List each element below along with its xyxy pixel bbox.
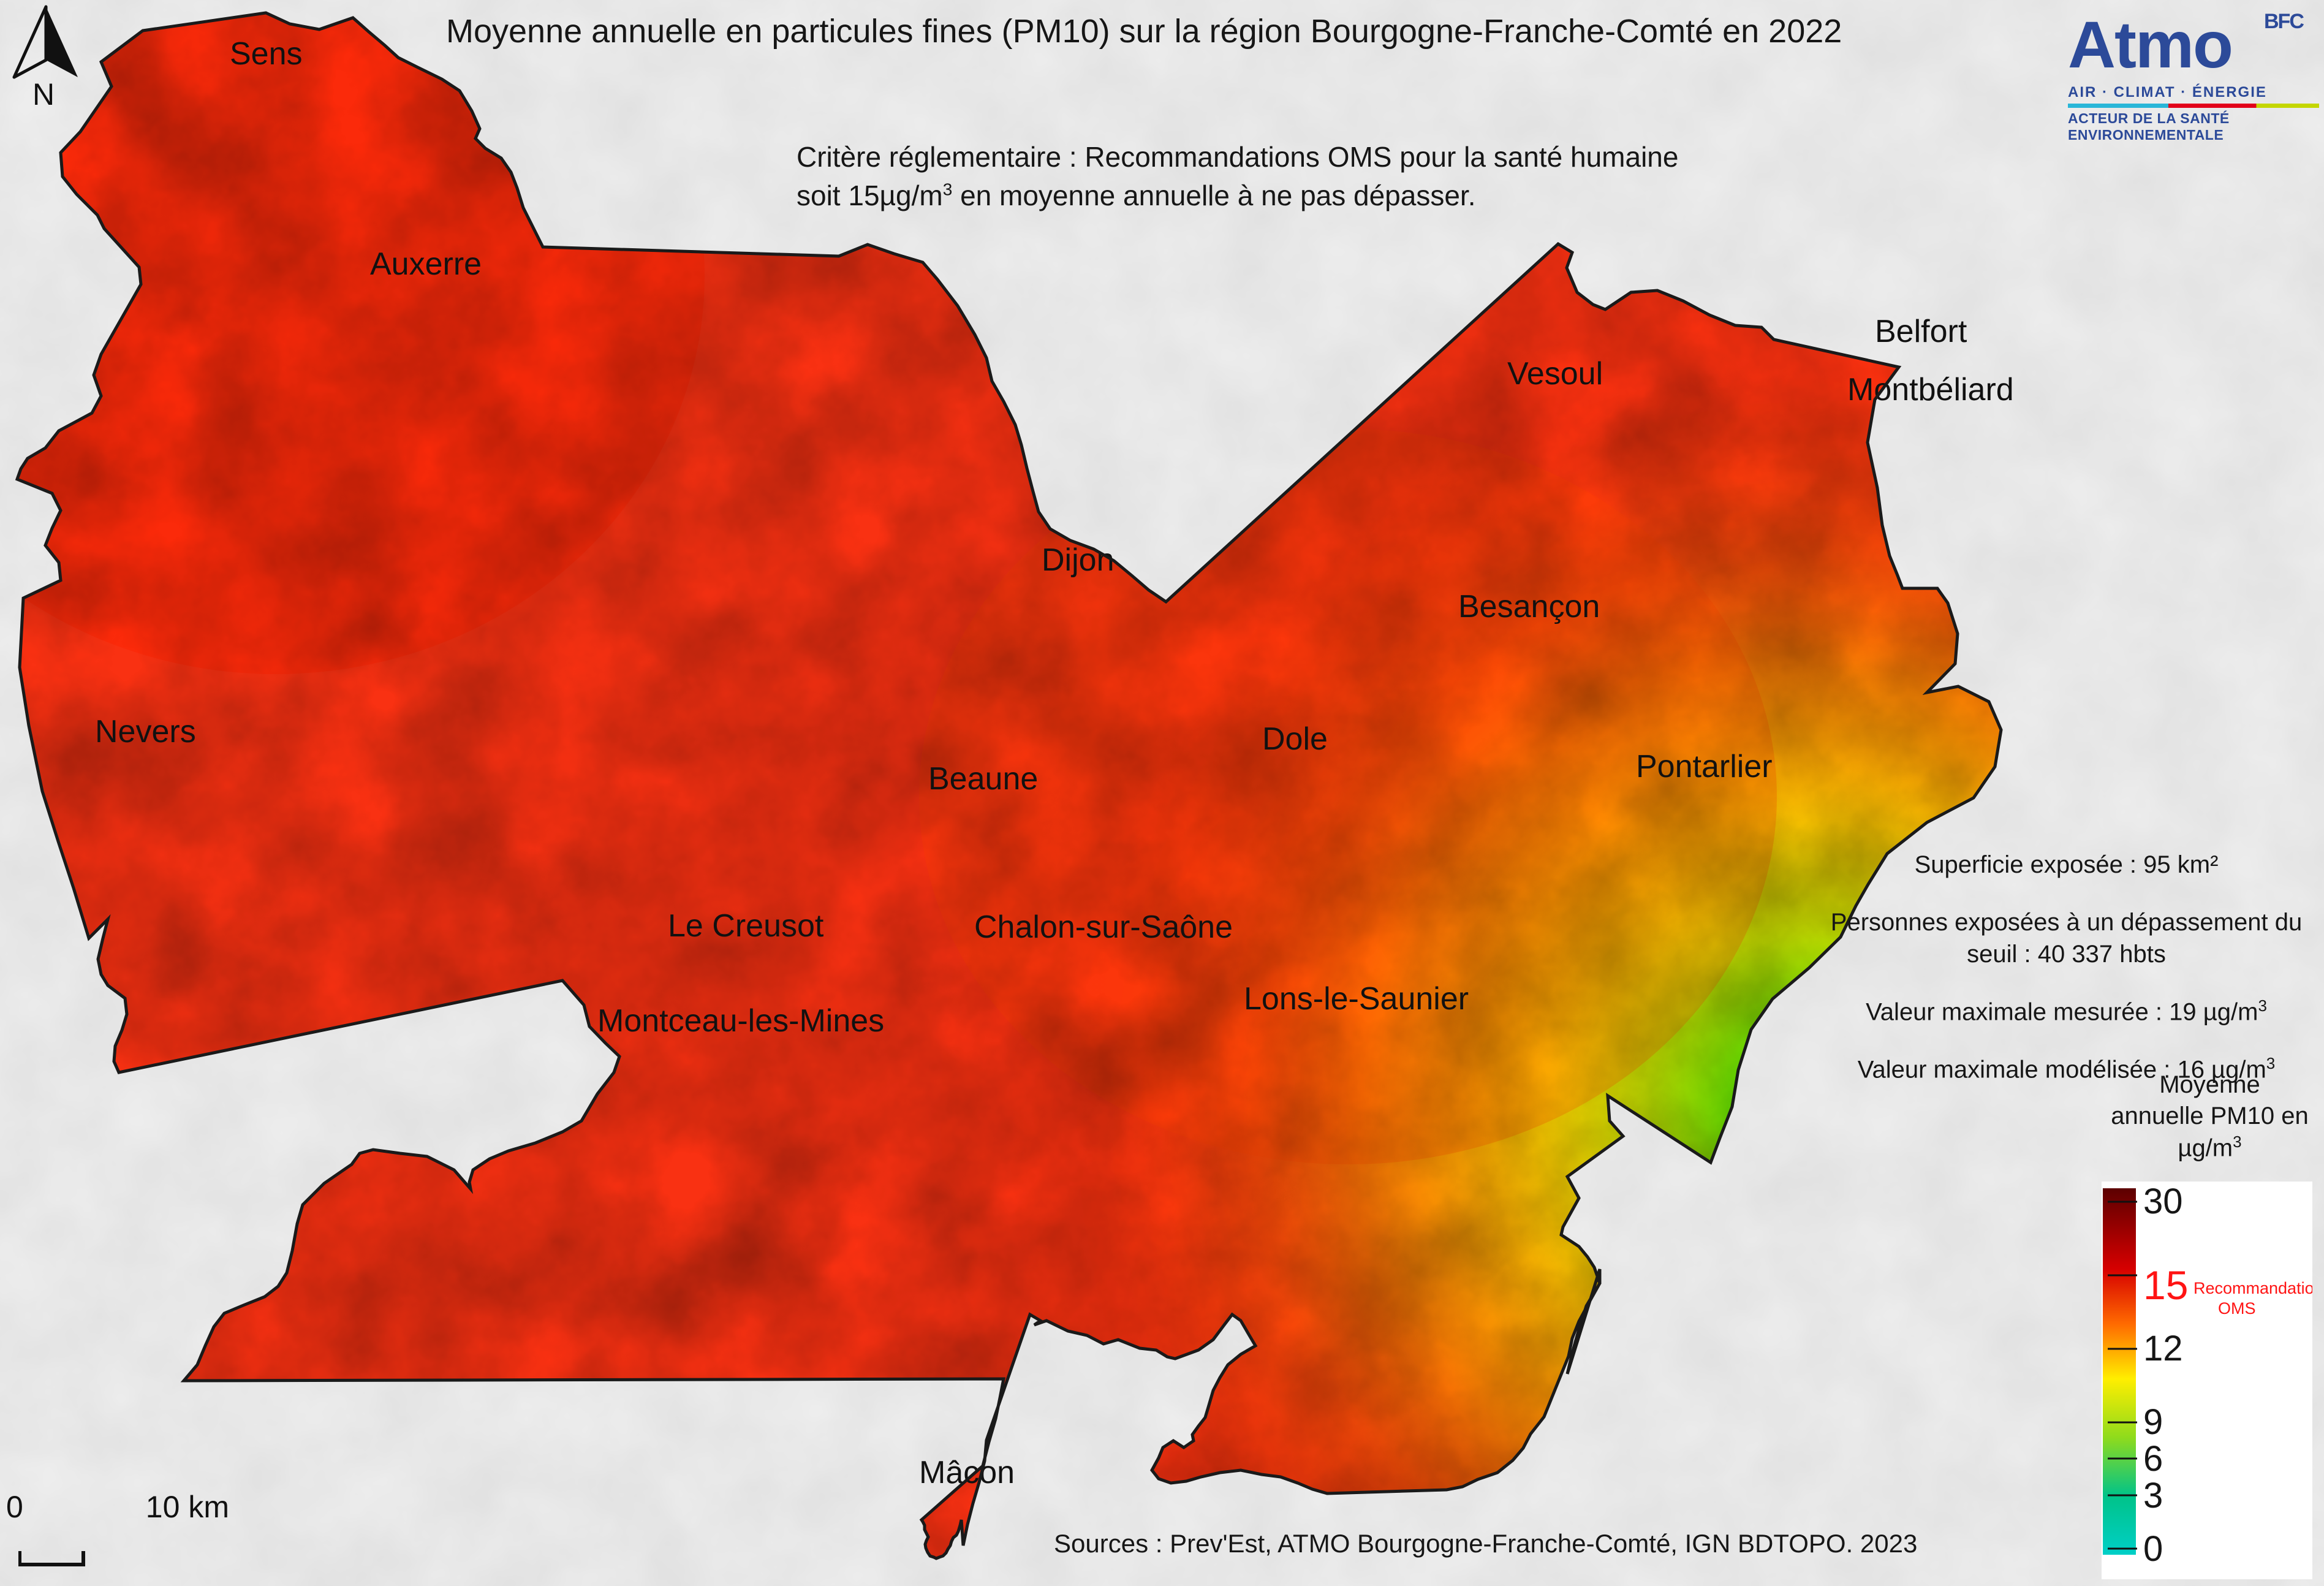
svg-text:12: 12 (2143, 1329, 2183, 1368)
svg-text:Le Creusot: Le Creusot (668, 908, 824, 944)
svg-text:Beaune: Beaune (928, 761, 1038, 797)
svg-text:Mâcon: Mâcon (919, 1455, 1015, 1490)
svg-text:Nevers: Nevers (95, 714, 196, 749)
svg-text:OMS: OMS (2218, 1299, 2256, 1318)
svg-text:Besançon: Besançon (1458, 589, 1600, 624)
svg-text:Dole: Dole (1262, 721, 1328, 757)
svg-text:15: 15 (2143, 1262, 2188, 1308)
svg-text:Lons-le-Saunier: Lons-le-Saunier (1244, 981, 1469, 1017)
svg-text:Sens: Sens (230, 36, 303, 72)
svg-text:Auxerre: Auxerre (370, 246, 482, 282)
svg-text:Vesoul: Vesoul (1507, 356, 1603, 392)
svg-text:3: 3 (2143, 1476, 2163, 1516)
svg-text:N: N (32, 77, 55, 106)
svg-text:Dijon: Dijon (1042, 542, 1115, 578)
svg-text:Montbéliard: Montbéliard (1847, 372, 2014, 408)
svg-text:30: 30 (2143, 1182, 2183, 1221)
svg-text:Belfort: Belfort (1875, 314, 1967, 349)
svg-text:Montceau-les-Mines: Montceau-les-Mines (597, 1003, 884, 1039)
svg-text:Recommandation: Recommandation (2193, 1279, 2312, 1297)
svg-text:Pontarlier: Pontarlier (1636, 749, 1773, 784)
svg-text:6: 6 (2143, 1439, 2163, 1479)
svg-text:Chalon-sur-Saône: Chalon-sur-Saône (974, 909, 1233, 945)
svg-text:9: 9 (2143, 1402, 2163, 1442)
svg-text:0: 0 (2143, 1529, 2163, 1569)
